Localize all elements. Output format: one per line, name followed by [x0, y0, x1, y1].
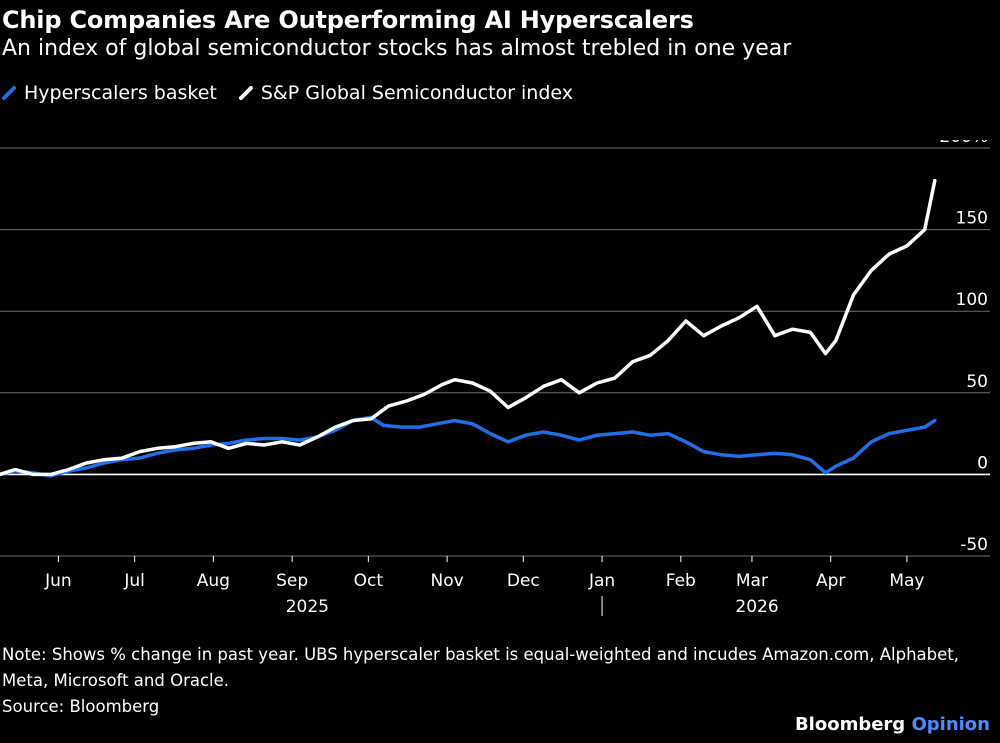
y-tick-label: 50 — [966, 372, 988, 392]
series-line-hyperscalers — [0, 415, 937, 478]
y-tick-label: 0 — [977, 453, 988, 473]
x-tick-label: Sep — [276, 571, 308, 591]
chart-title: Chip Companies Are Outperforming AI Hype… — [2, 6, 694, 34]
series-line-semiconductor — [0, 178, 937, 477]
x-tick-label: Jan — [588, 571, 615, 591]
x-tick-label: Oct — [354, 571, 384, 591]
legend-item-hyperscalers: Hyperscalers basket — [2, 82, 217, 104]
x-tick-label: Jun — [44, 571, 72, 591]
legend-swatch-hyperscalers — [2, 86, 16, 100]
y-tick-label: 150 — [956, 209, 988, 229]
legend: Hyperscalers basket S&P Global Semicondu… — [2, 82, 595, 104]
note-text: Note: Shows % change in past year. UBS h… — [2, 645, 959, 690]
x-tick-label: Mar — [736, 571, 768, 591]
legend-item-semiconductor: S&P Global Semiconductor index — [238, 82, 574, 104]
year-label: 2025 — [286, 597, 329, 617]
y-tick-label: 100 — [956, 290, 988, 310]
source-text: Source: Bloomberg — [2, 697, 160, 716]
legend-swatch-semiconductor — [238, 86, 253, 100]
x-tick-label: Dec — [507, 571, 540, 591]
x-tick-label: Nov — [431, 571, 464, 591]
x-tick-label: May — [889, 571, 924, 591]
brand-name: Bloomberg — [794, 714, 906, 735]
brand-logo: Bloomberg Opinion — [795, 714, 990, 735]
brand-suffix: Opinion — [911, 714, 990, 735]
year-label: 2026 — [735, 597, 778, 617]
y-tick-label: 200% — [939, 140, 988, 147]
x-tick-label: Aug — [197, 571, 230, 591]
legend-label-hyperscalers: Hyperscalers basket — [24, 82, 217, 104]
y-tick-label: -50 — [960, 535, 988, 555]
x-tick-label: Apr — [816, 571, 845, 591]
chart-subtitle: An index of global semiconductor stocks … — [2, 36, 792, 61]
x-tick-label: Feb — [666, 571, 696, 591]
chart-notes: Note: Shows % change in past year. UBS h… — [2, 642, 992, 720]
line-chart: 200% 150 100 50 0 -50 Jun Jul Aug Sep Oct Nov Dec Jan… — [0, 140, 990, 617]
legend-label-semiconductor: S&P Global Semiconductor index — [260, 82, 574, 104]
x-tick-label: Jul — [123, 571, 145, 591]
